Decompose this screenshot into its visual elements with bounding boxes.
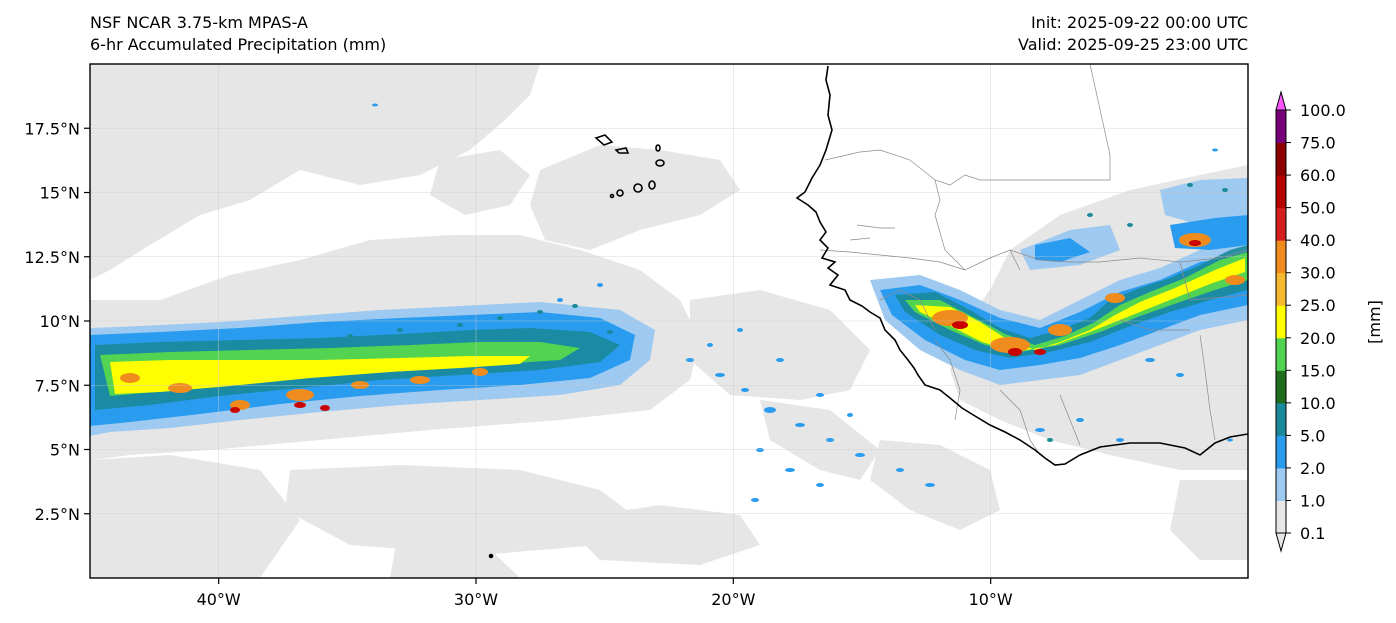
colorbar-bin	[1276, 110, 1286, 144]
colorbar-level-label: 75.0	[1300, 134, 1336, 153]
colorbar-bin	[1276, 207, 1286, 241]
lat-tick-label: 2.5°N	[35, 505, 80, 524]
lat-tick-label: 5°N	[50, 441, 80, 460]
init-time: Init: 2025-09-22 00:00 UTC	[1030, 13, 1248, 32]
colorbar-bin	[1276, 305, 1286, 339]
lon-tick-label: 10°W	[969, 590, 1013, 609]
colorbar-bin	[1276, 370, 1286, 404]
title-right: Init: 2025-09-22 00:00 UTC Valid: 2025-0…	[1018, 12, 1248, 56]
colorbar-level-label: 30.0	[1300, 264, 1336, 283]
precip-cores-yellow	[110, 258, 1245, 394]
colorbar-level-label: 1.0	[1300, 491, 1325, 510]
colorbar-bin	[1276, 500, 1286, 534]
cape-verde-islands	[488, 134, 665, 559]
lat-tick-label: 17.5°N	[24, 119, 80, 138]
lat-tick-label: 15°N	[40, 184, 80, 203]
lat-tick-label: 7.5°N	[35, 376, 80, 395]
lat-tick-label: 12.5°N	[24, 248, 80, 267]
colorbar-level-label: 25.0	[1300, 296, 1336, 315]
colorbar-bin	[1276, 402, 1286, 436]
colorbar-unit-label: [mm]	[1365, 300, 1384, 344]
colorbar-level-label: 5.0	[1300, 426, 1325, 445]
colorbar-extend-min	[1275, 532, 1287, 553]
field-title: 6-hr Accumulated Precipitation (mm)	[90, 35, 387, 54]
colorbar-level-label: 50.0	[1300, 199, 1336, 218]
coastline	[795, 65, 1248, 466]
colorbar-bin	[1276, 142, 1286, 176]
colorbar-bin	[1276, 175, 1286, 209]
colorbar-bin	[1276, 240, 1286, 274]
colorbar-extend-max	[1275, 90, 1287, 111]
map-area	[90, 64, 1248, 578]
colorbar-bin	[1276, 337, 1286, 371]
precip-cores-red	[230, 240, 1201, 413]
colorbar-level-label: 2.0	[1300, 459, 1325, 478]
lat-ticks: 2.5°N 5°N 7.5°N 10°N 12.5°N 15°N 17.5°N	[24, 119, 90, 524]
colorbar-level-label: 100.0	[1300, 101, 1346, 120]
lon-ticks: 40°W 30°W 20°W 10°W	[197, 578, 1013, 609]
lon-tick-label: 20°W	[711, 590, 755, 609]
colorbar-level-label: 15.0	[1300, 361, 1336, 380]
colorbar-bin	[1276, 435, 1286, 469]
valid-time: Valid: 2025-09-25 23:00 UTC	[1017, 35, 1248, 54]
title-left: NSF NCAR 3.75-km MPAS-A 6-hr Accumulated…	[90, 12, 386, 56]
colorbar-frame	[1275, 109, 1287, 534]
model-title: NSF NCAR 3.75-km MPAS-A	[90, 13, 308, 32]
colorbar: 0.1 1.0 2.0 5.0 10.0 15.0 20.0 25.0 30.0 40.0 50.0…	[1275, 90, 1346, 553]
colorbar-bin	[1276, 467, 1286, 501]
lat-tick-label: 10°N	[40, 312, 80, 331]
colorbar-level-label: 40.0	[1300, 231, 1336, 250]
colorbar-level-label: 10.0	[1300, 394, 1336, 413]
colorbar-level-label: 0.1	[1300, 524, 1325, 543]
colorbar-level-label: 20.0	[1300, 329, 1336, 348]
lon-tick-label: 40°W	[197, 590, 241, 609]
colorbar-bin	[1276, 272, 1286, 306]
lon-tick-label: 30°W	[454, 590, 498, 609]
country-borders	[819, 64, 1248, 456]
precip-scattered-cells	[347, 103, 1233, 502]
colorbar-level-label: 60.0	[1300, 166, 1336, 185]
map-gridlines	[90, 64, 1248, 578]
